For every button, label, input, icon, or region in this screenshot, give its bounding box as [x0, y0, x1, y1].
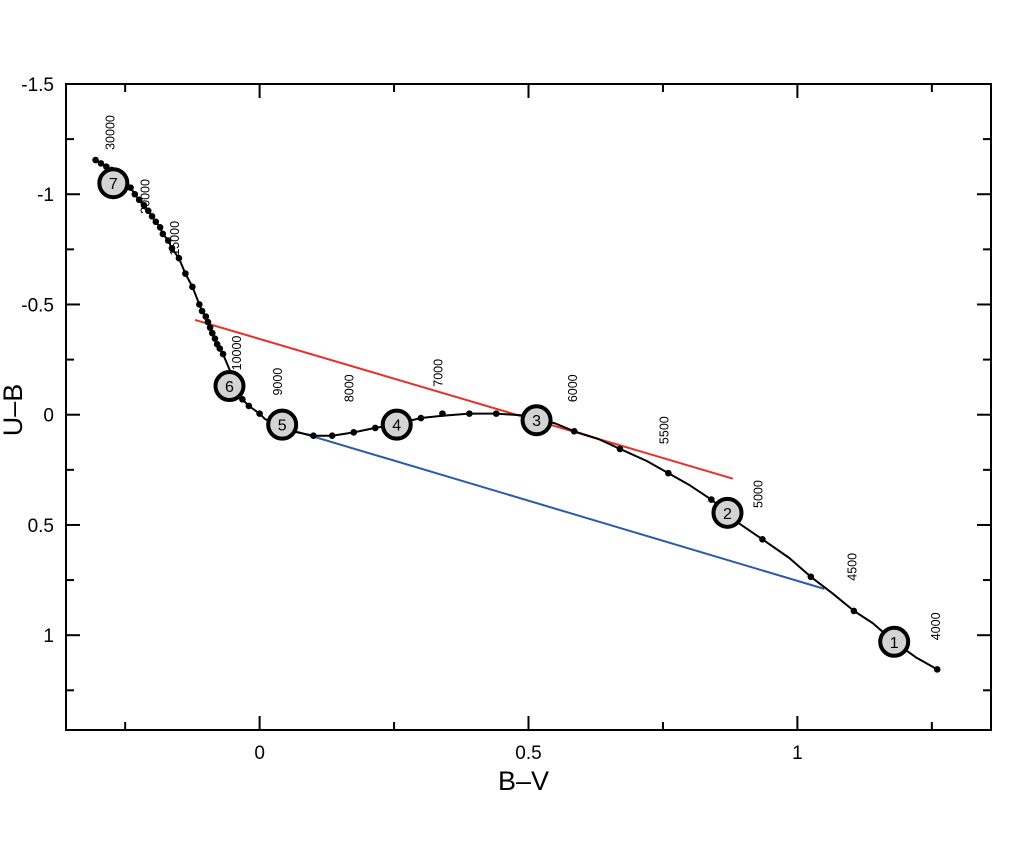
spectral-markers: 1 2 3 4 5 6 7	[97, 167, 911, 658]
marker-label: 5	[278, 418, 287, 435]
data-point	[144, 207, 152, 215]
x-axis-title: B–V	[498, 766, 549, 796]
data-point	[92, 156, 99, 164]
temperature-label: 7000	[431, 359, 445, 387]
data-point	[175, 254, 183, 262]
data-point	[417, 414, 425, 422]
data-point	[350, 429, 358, 436]
marker-label: 4	[392, 418, 401, 435]
y-tick-label: 0	[43, 406, 54, 427]
reddening-line	[194, 318, 734, 480]
data-point	[256, 410, 263, 417]
x-tick-label: 0.5	[515, 743, 541, 764]
data-point	[202, 313, 210, 320]
temperature-label: 5000	[751, 480, 765, 508]
x-tick-label: 1	[792, 743, 803, 764]
data-point	[164, 237, 172, 244]
data-point	[439, 410, 446, 417]
data-point	[933, 666, 941, 673]
data-point	[159, 230, 167, 238]
data-point	[616, 445, 624, 453]
reddening-lines	[194, 318, 825, 590]
marker-circle	[520, 404, 553, 437]
data-point	[204, 318, 212, 326]
data-point	[310, 432, 317, 439]
y-tick-labels: -1.5 -1 -0.5 0 0.5 1	[21, 75, 54, 647]
marker-7: 7	[97, 167, 130, 200]
y-tick-label: -0.5	[21, 295, 54, 316]
data-point	[198, 307, 206, 315]
axis-ticks	[66, 83, 991, 730]
marker-circle	[266, 408, 299, 441]
data-point	[665, 469, 672, 477]
marker-label: 7	[109, 176, 118, 193]
data-point	[492, 410, 500, 417]
temperature-label: 30000	[103, 115, 117, 150]
data-point	[219, 350, 227, 358]
data-point	[807, 573, 815, 581]
marker-6: 6	[213, 370, 246, 403]
temperature-label: 9000	[271, 368, 285, 396]
marker-1: 1	[878, 625, 911, 658]
data-point	[97, 160, 105, 167]
temperature-label: 10000	[230, 336, 244, 371]
data-point	[148, 212, 156, 220]
marker-circle	[711, 496, 744, 529]
temperature-label: 4000	[929, 612, 943, 640]
data-point	[371, 424, 379, 432]
marker-circle	[213, 370, 246, 403]
y-axis-title: U–B	[0, 384, 28, 437]
data-point	[239, 395, 246, 403]
data-point	[168, 244, 176, 252]
data-point	[196, 301, 203, 308]
temperature-label: 8000	[343, 374, 357, 402]
data-point	[211, 335, 219, 342]
marker-label: 2	[723, 506, 732, 523]
main-sequence-line	[95, 159, 938, 671]
data-point	[206, 324, 214, 331]
data-point	[156, 224, 164, 231]
marker-circle	[878, 625, 911, 658]
y-tick-label: -1	[37, 185, 54, 206]
x-tick-label: 0	[254, 743, 265, 764]
data-point	[466, 410, 473, 417]
marker-label: 3	[532, 413, 541, 430]
data-point	[216, 345, 224, 352]
main-sequence-curve	[95, 159, 938, 671]
y-tick-label: -1.5	[21, 75, 54, 96]
data-point	[245, 402, 253, 410]
x-tick-labels: 0 0.5 1	[254, 743, 802, 764]
marker-3: 3	[520, 404, 553, 437]
data-point	[140, 201, 148, 209]
data-point	[182, 270, 189, 277]
temperature-label: 15000	[168, 221, 182, 256]
y-tick-label: 0.5	[28, 516, 54, 537]
marker-label: 6	[225, 379, 234, 396]
data-point	[759, 535, 766, 543]
marker-2: 2	[711, 496, 744, 529]
data-point	[208, 329, 216, 337]
marker-circle	[97, 167, 130, 200]
marker-5: 5	[266, 408, 299, 441]
marker-4: 4	[380, 408, 413, 441]
data-point	[189, 283, 196, 291]
marker-circle	[380, 408, 413, 441]
y-tick-label: 1	[43, 626, 54, 647]
data-point	[131, 190, 139, 198]
temperature-label: 6000	[566, 374, 580, 402]
data-point	[570, 427, 578, 435]
plot-frame	[65, 83, 992, 731]
data-point	[135, 196, 143, 204]
data-point	[152, 218, 160, 226]
data-point	[708, 496, 715, 503]
temperature-label: 4500	[846, 553, 860, 581]
data-point	[328, 432, 336, 439]
temperature-label: 20000	[138, 179, 152, 214]
marker-label: 1	[890, 635, 899, 652]
reddening-line	[291, 429, 825, 590]
temperature-label: 5500	[657, 416, 671, 444]
data-point	[850, 607, 858, 615]
